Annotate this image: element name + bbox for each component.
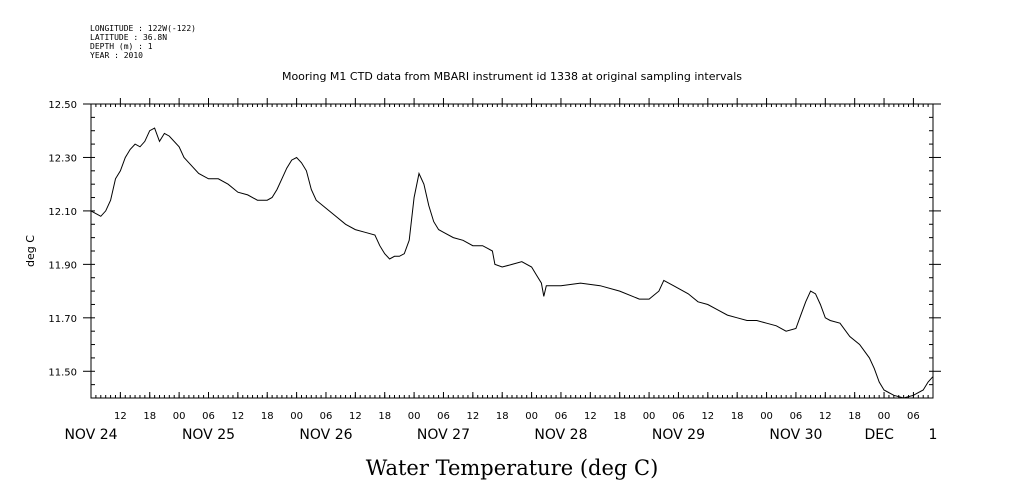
- x-hour-label: 18: [848, 411, 861, 422]
- x-hour-label: 06: [320, 411, 333, 422]
- x-hour-label: 00: [878, 411, 891, 422]
- x-hour-label: 18: [496, 411, 509, 422]
- y-axis-title: deg C: [24, 235, 37, 267]
- x-hour-label: 12: [466, 411, 479, 422]
- x-hour-label: 06: [907, 411, 920, 422]
- y-tick-label: 12.10: [48, 207, 77, 218]
- y-tick-label: 12.50: [48, 100, 77, 111]
- meta-longitude: LONGITUDE : 122W(-122): [90, 24, 196, 33]
- x-date-label: DEC: [864, 427, 894, 443]
- y-tick-label: 11.90: [48, 260, 77, 271]
- series-line: [90, 127, 934, 399]
- y-tick-label: 11.50: [48, 367, 77, 378]
- x-hour-label: 00: [760, 411, 773, 422]
- series-layer: [90, 127, 934, 399]
- x-hour-label: 12: [819, 411, 832, 422]
- x-date-label: NOV 27: [417, 427, 470, 443]
- x-hour-label: 00: [643, 411, 656, 422]
- x-date-label: NOV 29: [652, 427, 705, 443]
- x-hour-label: 00: [173, 411, 186, 422]
- y-tick-label: 11.70: [48, 314, 77, 325]
- plot-frame: [90, 103, 934, 399]
- x-date-label: 1: [929, 427, 938, 443]
- y-tick-label: 12.30: [48, 153, 77, 164]
- x-hour-label: 12: [114, 411, 127, 422]
- x-date-label: NOV 30: [769, 427, 822, 443]
- x-date-label: NOV 24: [64, 427, 117, 443]
- x-hour-label: 06: [790, 411, 803, 422]
- x-hour-label: 18: [261, 411, 274, 422]
- x-hour-label: 00: [290, 411, 303, 422]
- x-date-label: NOV 28: [534, 427, 587, 443]
- meta-year: YEAR : 2010: [90, 51, 143, 60]
- x-hour-label: 06: [437, 411, 450, 422]
- x-hour-label: 18: [378, 411, 391, 422]
- meta-latitude: LATITUDE : 36.8N: [90, 33, 167, 42]
- x-hour-label: 12: [349, 411, 362, 422]
- x-hour-label: 18: [613, 411, 626, 422]
- x-hour-label: 12: [584, 411, 597, 422]
- x-hour-label: 06: [672, 411, 685, 422]
- y-axis: 11.50 11.70 11.90 12.10 12.30 12.50: [48, 100, 941, 399]
- metadata-block: LONGITUDE : 122W(-122) LATITUDE : 36.8N …: [90, 24, 196, 60]
- x-axis-title: Water Temperature (deg C): [366, 456, 659, 480]
- x-hour-label: 18: [731, 411, 744, 422]
- x-hour-label: 12: [701, 411, 714, 422]
- x-hour-label: 06: [555, 411, 568, 422]
- chart-title: Mooring M1 CTD data from MBARI instrumen…: [282, 70, 742, 83]
- meta-depth: DEPTH (m) : 1: [90, 42, 153, 51]
- x-date-label: NOV 26: [299, 427, 352, 443]
- x-hour-label: 00: [525, 411, 538, 422]
- x-date-label: NOV 25: [182, 427, 235, 443]
- x-hour-label: 00: [408, 411, 421, 422]
- x-hour-label: 06: [202, 411, 215, 422]
- x-hour-label: 12: [231, 411, 244, 422]
- x-hour-label: 18: [143, 411, 156, 422]
- x-axis: 12 18 00 06 12 18 00 06 12 18 00 06 12 18 00 06 12 18 00 06…: [64, 98, 937, 443]
